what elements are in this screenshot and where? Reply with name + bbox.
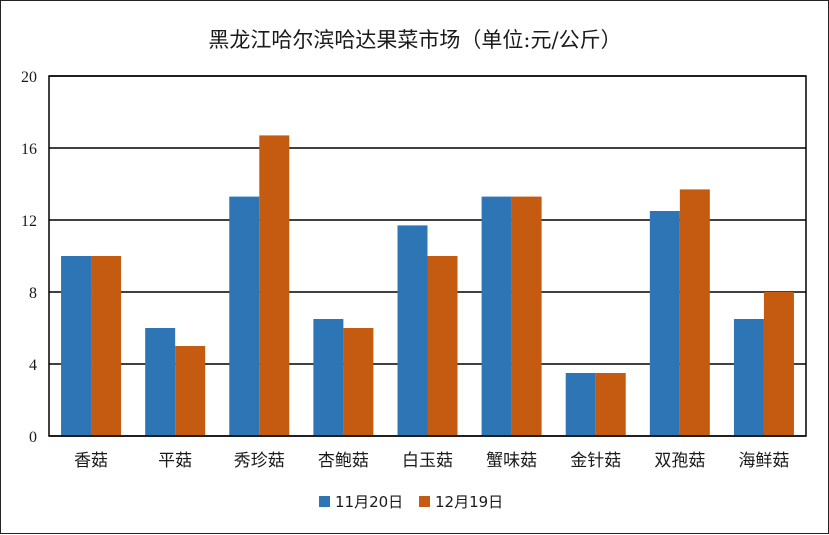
bar-2-9	[763, 292, 794, 436]
x-category-label: 白玉菇	[402, 451, 453, 471]
bar-1-9	[733, 319, 764, 436]
y-tick-label: 12	[21, 213, 37, 230]
x-category-label: 秀珍菇	[234, 451, 285, 471]
legend-label-2: 12月19日	[435, 493, 503, 511]
x-category-label: 双孢菇	[654, 451, 705, 471]
bar-2-5	[427, 256, 458, 436]
legend-swatch-1	[319, 496, 330, 507]
bar-1-5	[397, 225, 428, 436]
y-tick-label: 4	[29, 357, 37, 374]
x-category-label: 金针菇	[570, 451, 621, 471]
y-tick-label: 8	[29, 285, 37, 302]
bar-1-2	[145, 328, 176, 436]
bar-2-2	[175, 346, 206, 436]
bar-1-6	[481, 196, 512, 436]
bar-1-8	[649, 211, 680, 436]
bar-1-7	[565, 373, 596, 436]
x-axis-categories: 香菇 平菇 秀珍菇 杏鲍菇 白玉菇 蟹味菇 金针菇 双孢菇 海鲜菇	[74, 451, 789, 471]
y-axis-ticks: 0 4 8 12 16 20	[21, 69, 37, 446]
x-category-label: 香菇	[74, 451, 108, 471]
bar-2-8	[679, 189, 710, 436]
x-category-label: 平菇	[158, 451, 192, 471]
bar-2-1	[91, 256, 122, 436]
bars	[61, 135, 794, 436]
y-tick-label: 0	[29, 429, 37, 446]
bar-1-1	[61, 256, 92, 436]
bar-1-3	[229, 196, 260, 436]
legend-swatch-2	[419, 496, 430, 507]
bar-2-4	[343, 328, 374, 436]
plot-area-border	[48, 75, 807, 437]
x-category-label: 海鲜菇	[738, 451, 789, 471]
x-category-label: 杏鲍菇	[318, 451, 369, 471]
bar-2-7	[595, 373, 626, 436]
legend: 11月20日 12月19日	[319, 493, 503, 511]
y-tick-label: 16	[21, 141, 37, 158]
chart-title: 黑龙江哈尔滨哈达果菜市场（单位:元/公斤）	[208, 28, 621, 52]
legend-label-1: 11月20日	[335, 493, 403, 511]
bar-2-3	[259, 135, 290, 436]
x-category-label: 蟹味菇	[486, 451, 537, 471]
y-tick-label: 20	[21, 69, 37, 86]
bar-2-6	[511, 196, 542, 436]
bar-1-4	[313, 319, 344, 436]
